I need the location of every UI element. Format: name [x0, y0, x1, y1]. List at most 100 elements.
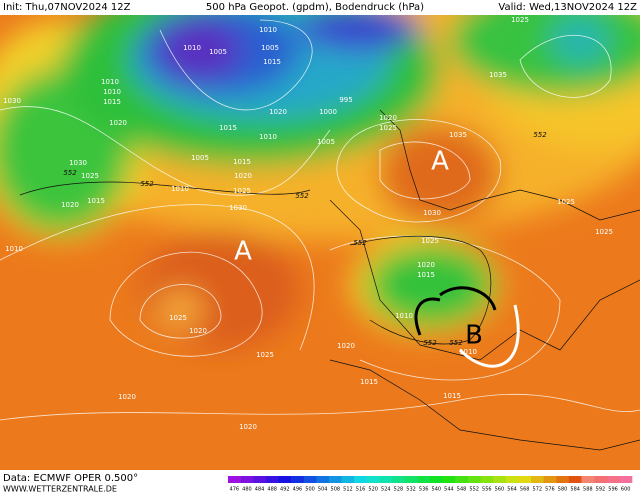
isobar-label: 1025	[379, 124, 397, 132]
colorbar-label: 512	[343, 487, 353, 493]
colorbar-swatch	[581, 476, 595, 483]
isobar-label: 1020	[189, 327, 207, 335]
contour-label: 552	[423, 339, 437, 347]
isobar-label: 1030	[69, 159, 87, 167]
colorbar-label: 588	[583, 487, 593, 493]
colorbar-swatch	[543, 476, 557, 483]
colorbar: 476 480 484 488 492 496 500 504 508 512 516 520 524 5…	[228, 476, 633, 493]
colorbar-swatch	[303, 476, 317, 483]
isobar-label: 1020	[118, 393, 136, 401]
isobar-label: 1015	[233, 158, 251, 166]
colorbar-swatch	[480, 476, 494, 483]
colorbar-label: 492	[280, 487, 290, 493]
colorbar-swatch	[594, 476, 608, 483]
contour-label: 552	[140, 180, 154, 188]
isobar-label: 1030	[229, 204, 247, 212]
isobar-label: 1000	[319, 108, 337, 116]
colorbar-label: 564	[507, 487, 517, 493]
isobar-label: 1010	[103, 88, 121, 96]
colorbar-swatch	[354, 476, 368, 483]
isobar-label: 1025	[511, 16, 529, 24]
colorbar-swatch	[341, 476, 355, 483]
colorbar-swatch	[467, 476, 481, 483]
colorbar-swatch	[455, 476, 469, 483]
colorbar-label: 516	[356, 487, 366, 493]
high-marker: A	[431, 147, 449, 177]
colorbar-swatch	[442, 476, 456, 483]
low-marker: B	[465, 321, 483, 351]
colorbar-label: 536	[419, 487, 429, 493]
colorbar-swatch	[430, 476, 443, 483]
colorbar-swatch	[316, 476, 330, 483]
colorbar-swatch	[606, 476, 620, 483]
colorbar-swatch	[240, 476, 254, 483]
contour-label: 552	[63, 169, 77, 177]
isobar-label: 1020	[337, 342, 355, 350]
isobar-label: 1025	[233, 187, 251, 195]
colorbar-label: 508	[331, 487, 341, 493]
isobar-label: 1025	[81, 172, 99, 180]
isobar-label: 1005	[261, 44, 279, 52]
url-text: WWW.WETTERZENTRALE.DE	[3, 485, 117, 494]
isobar-label: 1020	[269, 108, 287, 116]
colorbar-label: 592	[596, 487, 606, 493]
high-marker: A	[234, 237, 252, 267]
colorbar-swatch	[568, 476, 582, 483]
colorbar-swatch	[253, 476, 267, 483]
colorbar-swatch	[619, 476, 633, 483]
contour-label: 552	[533, 131, 547, 139]
colorbar-label: 572	[533, 487, 543, 493]
colorbar-swatch	[392, 476, 406, 483]
colorbar-label: 500	[305, 487, 315, 493]
contour-label: 552	[295, 192, 309, 200]
isobar-label: 1010	[259, 133, 277, 141]
isobar-label: 1015	[443, 392, 461, 400]
isobar-label: 1015	[263, 58, 281, 66]
colorbar-swatch	[278, 476, 292, 483]
isobar-label: 1025	[595, 228, 613, 236]
colorbar-label: 560	[495, 487, 505, 493]
colorbar-label: 520	[368, 487, 378, 493]
isobar-label: 1015	[103, 98, 121, 106]
isobar-label: 1010	[183, 44, 201, 52]
isobar-label: 1020	[417, 261, 435, 269]
isobar-label: 1025	[256, 351, 274, 359]
colorbar-label: 544	[444, 487, 454, 493]
isobar-label: 1035	[489, 71, 507, 79]
isobar-label: 1020	[379, 114, 397, 122]
colorbar-swatch	[531, 476, 544, 483]
isobar-label: 1010	[259, 26, 277, 34]
source-text: Data: ECMWF OPER 0.500°	[3, 473, 138, 484]
map-field	[0, 15, 640, 470]
colorbar-label: 596	[608, 487, 618, 493]
isobar-label: 1010	[459, 348, 477, 356]
isobar-label: 1005	[209, 48, 227, 56]
colorbar-label: 552	[469, 487, 479, 493]
contour-label: 552	[353, 239, 367, 247]
colorbar-swatch	[265, 476, 279, 483]
isobar-label: 1020	[239, 423, 257, 431]
colorbar-label: 600	[621, 487, 631, 493]
colorbar-swatch	[505, 476, 519, 483]
contour-label: 552	[449, 339, 463, 347]
isobar-label: 1015	[417, 271, 435, 279]
colorbar-label: 528	[394, 487, 404, 493]
isobar-label: 1020	[234, 172, 252, 180]
init-text: Init: Thu,07NOV2024 12Z	[3, 2, 131, 13]
isobar-label: 1015	[87, 197, 105, 205]
colorbar-label: 548	[457, 487, 467, 493]
colorbar-swatch	[556, 476, 570, 483]
isobar-label: 1035	[449, 131, 467, 139]
colorbar-swatch	[493, 476, 507, 483]
isobar-label: 1025	[421, 237, 439, 245]
isobar-label: 1010	[395, 312, 413, 320]
colorbar-swatch	[417, 476, 431, 483]
colorbar-label: 580	[558, 487, 568, 493]
colorbar-label: 496	[293, 487, 303, 493]
colorbar-swatch	[404, 476, 418, 483]
colorbar-swatch	[518, 476, 532, 483]
isobar-label: 1010	[5, 245, 23, 253]
isobar-label: 1030	[423, 209, 441, 217]
colorbar-label: 556	[482, 487, 492, 493]
